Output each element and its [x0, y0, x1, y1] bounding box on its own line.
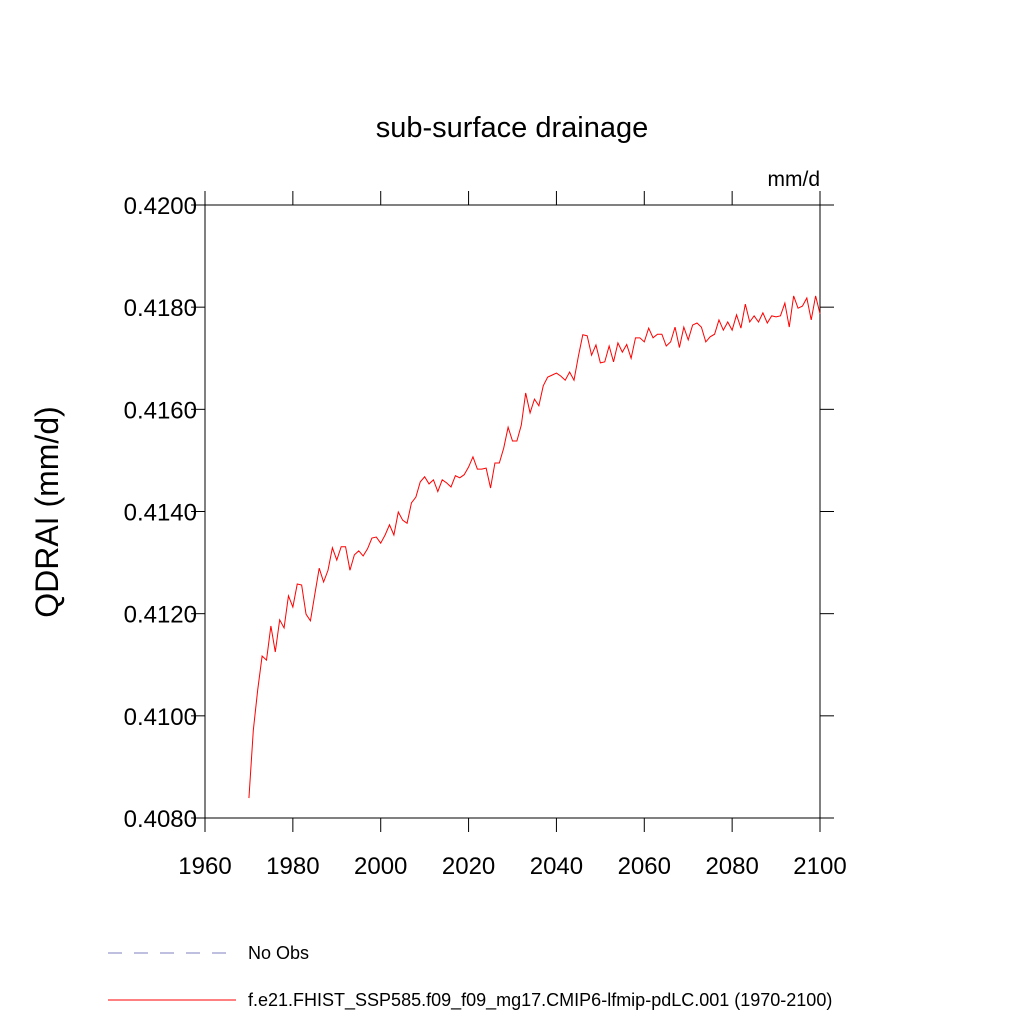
- x-tick-label: 2040: [530, 853, 583, 880]
- y-axis-label: QDRAI (mm/d): [29, 406, 65, 618]
- y-tick-label: 0.4100: [124, 704, 197, 731]
- legend-label: No Obs: [248, 943, 309, 963]
- y-tick-label: 0.4140: [124, 500, 197, 527]
- x-tick-label: 1980: [266, 853, 319, 880]
- x-tick-label: 1960: [178, 853, 231, 880]
- x-tick-label: 2080: [705, 853, 758, 880]
- units-label: mm/d: [768, 168, 821, 191]
- x-tick-label: 2020: [442, 853, 495, 880]
- y-tick-label: 0.4180: [124, 295, 197, 322]
- plot-frame: [204, 204, 821, 819]
- x-tick-label: 2060: [618, 853, 671, 880]
- data-line: [248, 295, 821, 799]
- x-tick-label: 2100: [793, 853, 846, 880]
- y-tick-label: 0.4200: [124, 193, 197, 220]
- y-tick-label: 0.4120: [124, 602, 197, 629]
- x-tick-label: 2000: [354, 853, 407, 880]
- chart-title: sub-surface drainage: [376, 112, 648, 144]
- y-tick-label: 0.4080: [124, 806, 197, 833]
- y-tick-label: 0.4160: [124, 397, 197, 424]
- legend-label: f.e21.FHIST_SSP585.f09_f09_mg17.CMIP6-lf…: [248, 990, 832, 1011]
